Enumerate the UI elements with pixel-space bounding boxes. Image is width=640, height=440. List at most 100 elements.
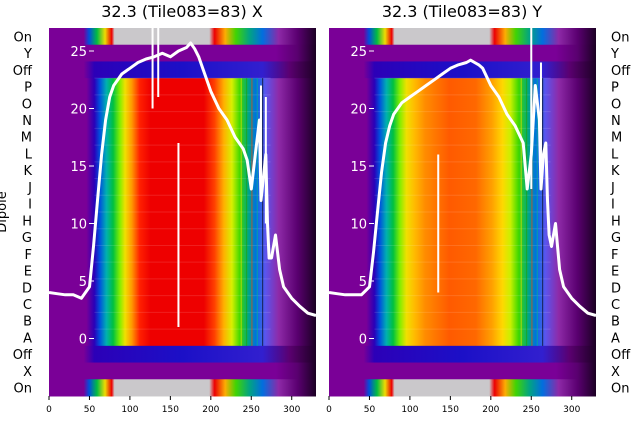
heatmap-row	[49, 78, 316, 96]
x-tick-label: 100	[121, 405, 138, 415]
overlay-tick-label: 15	[350, 160, 367, 175]
heatmap-row	[49, 362, 316, 380]
heatmap-row	[49, 312, 316, 330]
x-tick-label: 300	[563, 405, 580, 415]
row-label: Off	[611, 348, 631, 363]
heatmap-row	[329, 295, 596, 313]
row-label: D	[22, 281, 32, 296]
heatmap-row	[329, 195, 596, 213]
row-label: M	[611, 131, 622, 146]
heatmap-row	[49, 379, 316, 397]
row-label: A	[611, 331, 620, 346]
heatmap-row	[49, 145, 316, 163]
row-label: H	[22, 214, 32, 229]
row-label: Y	[23, 47, 32, 62]
row-label: F	[25, 248, 32, 263]
x-tick-label: 300	[283, 405, 300, 415]
heatmap-row	[49, 329, 316, 347]
heatmap-row	[329, 228, 596, 246]
row-label: On	[14, 30, 32, 45]
heatmap-row	[329, 178, 596, 196]
heatmap-row	[49, 128, 316, 146]
row-label: K	[23, 164, 32, 179]
row-label: Y	[610, 47, 619, 62]
row-label: J	[610, 181, 615, 196]
overlay-tick-label: 0	[79, 333, 87, 348]
heatmap-row	[329, 329, 596, 347]
x-tick-label: 100	[401, 405, 418, 415]
overlay-tick-label: 15	[70, 160, 87, 175]
heatmap-row	[49, 245, 316, 263]
overlay-tick-label: 5	[79, 275, 87, 290]
row-label: E	[24, 265, 32, 280]
row-label: I	[28, 198, 32, 213]
x-tick-label: 150	[442, 405, 459, 415]
overlay-curve	[328, 58, 597, 317]
heatmap-row	[49, 61, 316, 79]
x-tick-label: 50	[84, 405, 96, 415]
overlay-tick-label: 20	[350, 103, 367, 118]
heatmap-row	[49, 228, 316, 246]
row-label: A	[23, 331, 32, 346]
row-label: L	[25, 147, 33, 162]
heatmap-row	[49, 178, 316, 196]
heatmap-row	[49, 28, 316, 46]
heatmap-row	[49, 345, 316, 364]
row-label: J	[27, 181, 32, 196]
overlay-tick-label: 25	[350, 45, 367, 60]
row-label: G	[22, 231, 32, 246]
panel-y-title: 32.3 (Tile083=83) Y	[382, 2, 543, 21]
x-tick-label: 50	[364, 405, 376, 415]
overlay-tick-label: 20	[70, 103, 87, 118]
heatmap-row	[329, 262, 596, 280]
row-label: O	[611, 97, 621, 112]
heatmap-row	[329, 245, 596, 263]
heatmap-row	[49, 44, 316, 62]
overlay-tick-label: 10	[70, 218, 87, 233]
heatmap-row	[49, 278, 316, 297]
heatmap-row	[329, 78, 596, 96]
overlay-curve	[48, 41, 317, 317]
row-label: Off	[13, 64, 33, 79]
row-label: Off	[611, 64, 631, 79]
row-label: On	[611, 382, 629, 397]
overlay-tick-label: 10	[350, 218, 367, 233]
row-label: E	[611, 265, 619, 280]
row-label: L	[611, 147, 619, 162]
row-label: O	[22, 97, 32, 112]
x-tick-label: 0	[326, 405, 332, 415]
row-label: M	[21, 131, 32, 146]
x-tick-label: 0	[46, 405, 52, 415]
heatmap-row	[329, 278, 596, 297]
row-label: F	[611, 248, 618, 263]
row-label: P	[24, 81, 32, 96]
x-tick-label: 200	[202, 405, 219, 415]
row-label: X	[23, 365, 32, 380]
heatmap-row	[329, 111, 596, 129]
heatmap-row	[329, 145, 596, 163]
row-label: G	[611, 231, 621, 246]
row-label: On	[14, 382, 32, 397]
overlay-tick-label: 5	[359, 275, 367, 290]
overlay-tick-label: 0	[359, 333, 367, 348]
heatmap-row	[329, 345, 596, 364]
heatmap-row	[49, 295, 316, 313]
x-tick-label: 250	[523, 405, 540, 415]
y-axis-label: Dipole	[0, 191, 10, 232]
row-label: N	[611, 114, 621, 129]
heatmap-row	[329, 28, 596, 46]
heatmap-row	[49, 262, 316, 280]
heatmap-row	[329, 128, 596, 146]
heatmap-row	[49, 212, 316, 230]
row-label: B	[23, 315, 32, 330]
row-label: N	[22, 114, 32, 129]
heatmap-row	[329, 61, 596, 79]
row-label: C	[611, 298, 620, 313]
heatmap-row	[329, 379, 596, 397]
row-label: K	[611, 164, 620, 179]
